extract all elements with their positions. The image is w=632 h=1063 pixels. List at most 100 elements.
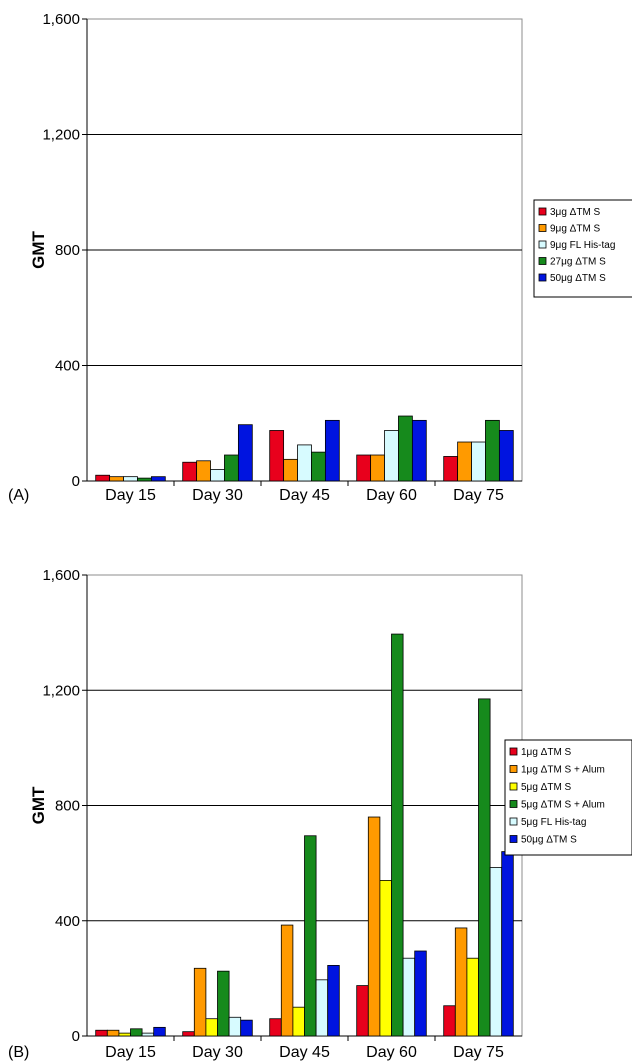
bar [367,816,381,1037]
chart-panel-b: 0 400 800 1,200 1,600 Day 15 Day 30 Day 45 Day 6… [8,567,632,1061]
y-tick-label: 0 [72,1028,80,1045]
legend-box [533,199,632,298]
legend-entry: 5μg FL His-tag [521,817,586,828]
bar [379,880,392,1037]
bar [217,970,230,1037]
legend-box [504,739,632,856]
bar [311,451,326,482]
bar [228,1016,242,1037]
bar [95,474,111,482]
bar [384,430,399,482]
legend-entry: 5μg ΔTM S [521,782,572,793]
x-tick-label: Day 30 [192,1044,243,1061]
bar [457,441,472,482]
panel-label: (B) [8,1044,29,1061]
bar [370,454,385,482]
bar [315,979,329,1037]
bar [95,1029,108,1037]
x-tick-label: Day 75 [453,487,504,504]
y-tick-label: 1,200 [42,682,80,699]
legend-swatch [538,257,547,265]
x-tick-label: Day 75 [453,1044,504,1061]
y-tick-label: 0 [72,473,80,490]
bar [141,1032,155,1037]
bar [454,927,468,1037]
y-tick-label: 400 [55,358,80,375]
legend-swatch [538,207,547,216]
bar [137,477,152,482]
x-tick-label: Day 15 [105,1044,156,1061]
bar [304,835,317,1037]
bar [443,1005,456,1037]
bar [327,965,340,1037]
bar [485,419,500,482]
bar [193,967,207,1037]
legend-entry: 9μg FL His-tag [550,240,615,251]
bar [398,415,413,482]
bar [283,458,298,482]
panel-label: (A) [8,487,29,504]
legend-swatch [509,782,518,791]
bar [297,444,312,482]
bar [466,957,479,1037]
x-tick-label: Day 60 [366,487,417,504]
bar [402,957,416,1037]
legend-entry: 9μg ΔTM S [550,224,601,235]
legend-entry: 50μg ΔTM S [521,835,577,846]
bar [123,476,138,482]
y-tick-label: 400 [55,913,80,930]
bar [414,950,427,1037]
bar [411,419,427,482]
bar [109,476,124,482]
x-tick-label: Day 15 [105,487,156,504]
bar [150,476,166,482]
x-tick-label: Day 30 [192,487,243,504]
x-tick-label: Day 60 [366,1044,417,1061]
bar [196,460,211,482]
bar [356,985,369,1037]
legend-entry: 3μg ΔTM S [550,207,601,218]
legend-swatch [538,240,547,249]
bar [391,633,404,1037]
legend: 1μg ΔTM S 1μg ΔTM S + Alum 5μg ΔTM S 5μg ΔT… [504,739,632,856]
bar [182,1031,195,1037]
bar [240,1019,253,1037]
chart-panel-a: 0 400 800 1,200 1,600 Day 15 Day 30 Day 45 Day 6… [8,11,632,504]
bar [471,441,486,482]
bar [224,454,239,482]
bar [498,430,514,482]
bar [205,1018,218,1037]
legend-entry: 27μg ΔTM S [550,257,606,268]
bar [443,456,459,482]
x-tick-label: Day 45 [279,1044,330,1061]
bar [210,469,225,482]
y-tick-label: 800 [55,798,80,815]
y-tick-label: 1,600 [42,11,80,28]
bar [501,851,514,1037]
legend-entry: 1μg ΔTM S + Alum [521,765,605,776]
bar [153,1026,166,1037]
y-axis-label: GMT [29,786,48,824]
legend-swatch [509,835,518,843]
y-axis-label: GMT [29,231,48,269]
legend-swatch [509,800,518,808]
legend-entry: 50μg ΔTM S [550,273,606,284]
legend-swatch [509,765,518,773]
bar [118,1032,131,1037]
bar [280,924,294,1037]
bar [269,430,285,482]
y-tick-label: 1,600 [42,567,80,584]
legend-entry: 5μg ΔTM S + Alum [521,800,605,811]
bar [478,698,491,1037]
bar [106,1029,120,1037]
x-tick-label: Day 45 [279,487,330,504]
bar [269,1018,282,1037]
bar [324,419,340,482]
bar [182,461,198,482]
bar [356,454,372,482]
y-tick-label: 800 [55,242,80,259]
y-tick-label: 1,200 [42,127,80,144]
legend-swatch [509,747,518,756]
bar [489,867,503,1037]
legend-swatch [538,273,547,282]
